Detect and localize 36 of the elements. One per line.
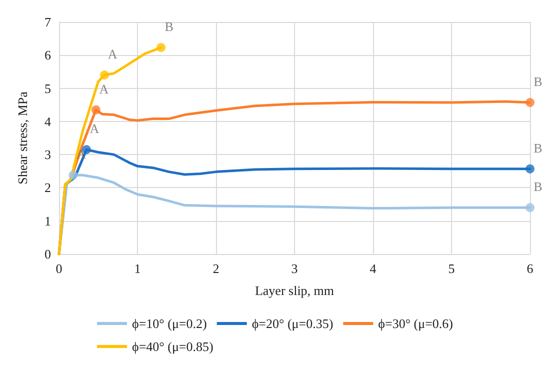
x-tick-label: 6 [526,261,534,276]
point [100,70,110,80]
y-tick-label: 5 [44,80,51,96]
x-tick-label: 1 [134,261,141,276]
y-tick-label: 7 [44,14,52,30]
y-tick-label: 1 [44,213,51,228]
annotation: A [99,81,110,96]
x-tick-label: 3 [291,261,298,276]
point [526,164,534,174]
annotation: A [108,46,118,62]
annotation: A [76,146,86,162]
legend-label: ϕ=20° (μ=0.35) [252,316,334,331]
annotation: B [534,140,543,156]
y-tick-label: 6 [44,48,52,63]
annotation: B [164,19,174,34]
y-tick-label: 4 [44,114,52,129]
x-tick-label: 2 [212,261,220,276]
x-axis-title: Layer slip, mm [254,283,334,298]
point [68,170,78,180]
y-tick-label: 0 [44,246,51,262]
point [526,98,534,108]
point [526,203,534,212]
legend-label: ϕ=30° (μ=0.6) [378,316,454,331]
legend-label: ϕ=10° (μ=0.2) [132,316,207,331]
point [156,43,166,52]
y-tick-label: 3 [44,147,51,162]
annotation: B [534,74,543,90]
legend-label: ϕ=40° (μ=0.85) [132,339,214,354]
annotation: B [534,179,543,194]
annotation: A [90,121,100,136]
y-axis-title: Shear stress, MPa [15,91,30,184]
y-tick-label: 2 [44,180,51,196]
x-tick-label: 5 [448,261,455,276]
x-tick-label: 0 [56,261,62,276]
point [91,105,100,114]
x-tick-label: 4 [370,261,377,276]
